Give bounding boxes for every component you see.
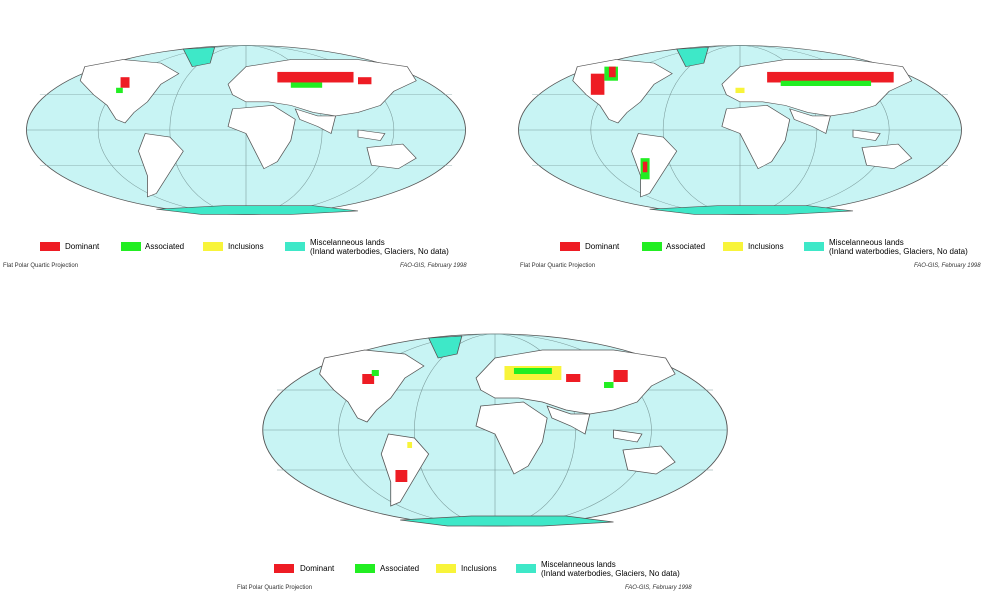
legend-label-dominant: Dominant: [300, 564, 335, 573]
soil-patches-map-3: [362, 366, 628, 482]
legend-label-inclusions: Inclusions: [228, 242, 264, 251]
legend-swatch-dominant: [274, 564, 294, 573]
world-map-3: [258, 330, 732, 530]
legend-label-inclusions: Inclusions: [461, 564, 497, 573]
legend-swatch-misc: [285, 242, 305, 251]
legend-swatch-inclusions: [203, 242, 223, 251]
legend-swatch-associated: [642, 242, 662, 251]
legend-sublabel-misc: (Inland waterbodies, Glaciers, No data): [310, 247, 449, 256]
legend-label-misc: Miscelanneous lands: [829, 238, 904, 247]
legend-swatch-misc: [516, 564, 536, 573]
credit-text: FAO-GIS, February 1998: [625, 585, 692, 591]
soil-patches-map-1: [116, 71, 372, 94]
projection-label: Flat Polar Quartic Projection: [3, 263, 79, 269]
legend-sublabel-misc: (Inland waterbodies, Glaciers, No data): [541, 569, 680, 578]
soil-patches-map-2: [590, 66, 894, 180]
legend-label-dominant: Dominant: [65, 242, 100, 251]
legend-swatch-misc: [804, 242, 824, 251]
credit-text: FAO-GIS, February 1998: [914, 263, 981, 269]
legend-label-dominant: Dominant: [585, 242, 620, 251]
world-map-1: [22, 42, 470, 218]
legend-swatch-associated: [355, 564, 375, 573]
projection-label: Flat Polar Quartic Projection: [237, 585, 313, 591]
legend-label-misc: Miscelanneous lands: [541, 560, 616, 569]
credit: FAO-GIS, February 1998: [914, 263, 981, 269]
credit: FAO-GIS, February 1998: [400, 263, 467, 269]
legend-label-associated: Associated: [666, 242, 706, 251]
legend-label-associated: Associated: [380, 564, 420, 573]
legend-swatch-dominant: [40, 242, 60, 251]
legend-swatch-inclusions: [436, 564, 456, 573]
projection-label: Flat Polar Quartic Projection: [520, 263, 596, 269]
legend-label-misc: Miscelanneous lands: [310, 238, 385, 247]
legend-swatch-dominant: [560, 242, 580, 251]
legend-label-associated: Associated: [145, 242, 185, 251]
legend-sublabel-misc: (Inland waterbodies, Glaciers, No data): [829, 247, 968, 256]
legend-swatch-inclusions: [723, 242, 743, 251]
legend-label-inclusions: Inclusions: [748, 242, 784, 251]
credit-text: FAO-GIS, February 1998: [400, 263, 467, 269]
world-map-2: [514, 42, 966, 218]
credit: FAO-GIS, February 1998: [625, 585, 692, 591]
legend-swatch-associated: [121, 242, 141, 251]
